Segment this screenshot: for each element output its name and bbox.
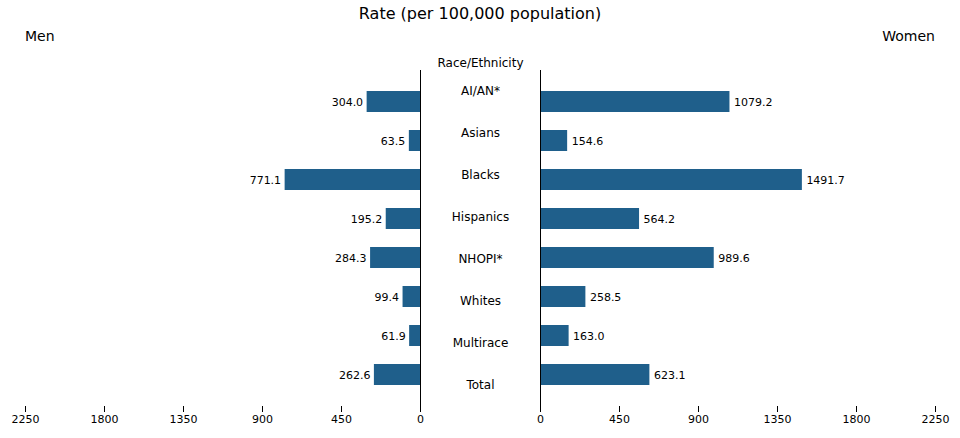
svg-text:1350: 1350 [764, 413, 792, 426]
svg-text:AI/AN*: AI/AN* [461, 84, 500, 98]
svg-text:Blacks: Blacks [461, 168, 500, 182]
svg-text:0: 0 [417, 413, 424, 426]
svg-text:195.2: 195.2 [351, 213, 383, 226]
svg-text:Race/Ethnicity: Race/Ethnicity [437, 56, 523, 70]
svg-text:Hispanics: Hispanics [452, 210, 509, 224]
svg-text:1800: 1800 [843, 413, 871, 426]
svg-text:623.1: 623.1 [654, 369, 686, 382]
svg-text:258.5: 258.5 [590, 291, 622, 304]
svg-text:99.4: 99.4 [375, 291, 400, 304]
svg-text:0: 0 [537, 413, 544, 426]
svg-text:2250: 2250 [922, 413, 950, 426]
svg-text:304.0: 304.0 [332, 96, 364, 109]
svg-text:NHOPI*: NHOPI* [458, 252, 502, 266]
svg-text:2250: 2250 [12, 413, 40, 426]
svg-text:154.6: 154.6 [572, 135, 604, 148]
svg-text:Total: Total [465, 378, 494, 392]
svg-text:Multirace: Multirace [453, 336, 509, 350]
svg-text:564.2: 564.2 [644, 213, 676, 226]
svg-text:771.1: 771.1 [250, 174, 282, 187]
html-text:Women: Women [882, 28, 935, 44]
svg-text:163.0: 163.0 [573, 330, 605, 343]
svg-text:1079.2: 1079.2 [734, 96, 773, 109]
svg-text:Whites: Whites [460, 294, 501, 308]
svg-text:Asians: Asians [461, 126, 500, 140]
svg-text:284.3: 284.3 [335, 252, 367, 265]
svg-text:900: 900 [688, 413, 709, 426]
svg-text:1800: 1800 [91, 413, 119, 426]
svg-text:450: 450 [331, 413, 352, 426]
svg-text:61.9: 61.9 [381, 330, 406, 343]
svg-text:1491.7: 1491.7 [806, 174, 845, 187]
svg-text:63.5: 63.5 [381, 135, 406, 148]
svg-text:989.6: 989.6 [718, 252, 750, 265]
svg-text:1350: 1350 [170, 413, 198, 426]
svg-text:262.6: 262.6 [339, 369, 371, 382]
svg-text:450: 450 [609, 413, 630, 426]
svg-text:900: 900 [252, 413, 273, 426]
html-text:Rate (per 100,000 population): Rate (per 100,000 population) [358, 4, 602, 23]
html-text:Men: Men [25, 28, 55, 44]
